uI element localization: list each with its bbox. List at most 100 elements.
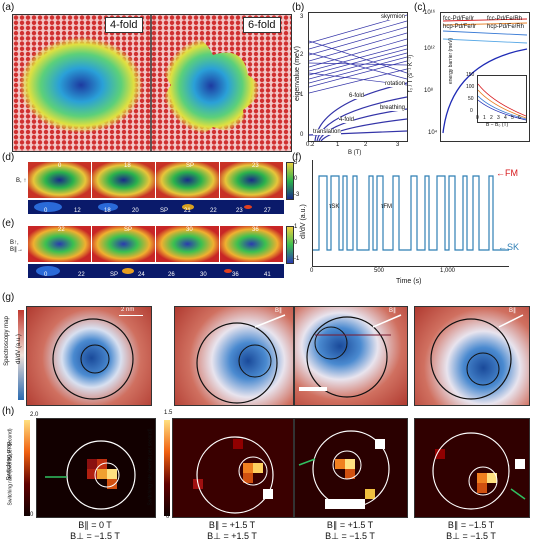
caption-1: B∥ = 0 T B⊥ = −1.5 T	[36, 520, 154, 542]
e-bottom-24: 24	[138, 272, 145, 278]
g-map-3: B∥	[294, 306, 408, 406]
f-xtick-1000: 1,000	[440, 268, 456, 274]
d-scale-mid: 0	[294, 176, 298, 182]
inset-ylabel: energy barrier (meV)	[448, 37, 454, 84]
h-map-3	[294, 418, 408, 518]
g3-bpar: B∥	[389, 308, 397, 314]
caption-2-line1: B∥ = +1.5 T	[208, 520, 256, 530]
caption-3-line2: B⊥ = −1.5 T	[325, 531, 375, 541]
energy-barrier-inset	[477, 75, 527, 123]
d-scale-bot: -3	[294, 192, 300, 198]
e-frame-36: 36	[252, 227, 259, 233]
g4-bpar: B∥	[509, 308, 517, 314]
panel-g-label: (g)	[2, 292, 15, 303]
caption-4-line1: B∥ = −1.5 T	[447, 520, 495, 530]
mode-rotation: rotation	[384, 81, 405, 87]
fm-label: FM	[505, 168, 518, 178]
six-fold-tag: 6-fold	[243, 17, 281, 33]
inset-xtick-5: 5	[511, 115, 514, 121]
legend-fcc-ir: fcc-Pd/Fe/Ir	[443, 16, 475, 22]
c-ytick-8: 10⁸	[424, 88, 434, 94]
caption-4-line2: B⊥ = −1.5 T	[446, 531, 496, 541]
inset-xtick-0: 0	[476, 115, 479, 121]
b-ytick-0: 0	[300, 132, 304, 138]
d-frame-sp: SP	[186, 163, 195, 169]
panel-h-label: (h)	[2, 406, 15, 417]
caption-3: B∥ = +1.5 T B⊥ = −1.5 T	[294, 520, 406, 542]
panel-c-label: (c)	[414, 2, 426, 13]
g-colorbar-label: dI/dV (a.u.)	[15, 334, 22, 364]
mode-breathing: breathing	[379, 105, 405, 111]
e-bottom-26: 26	[168, 272, 175, 278]
d-bottom-0: 0	[44, 208, 48, 214]
e-bottom-36: 36	[232, 272, 239, 278]
g-map-1: 2 nm	[26, 306, 152, 406]
e-bottom-0: 0	[44, 272, 48, 278]
legend-hcp-rh: hcp-Pd/Fe/Rh	[487, 24, 525, 30]
e-scale-top: 1	[294, 224, 298, 230]
b-xlabel: B (T)	[348, 150, 362, 156]
inset-ytick-50: 50	[468, 96, 474, 102]
e-frame-strip	[28, 226, 284, 278]
inset-ytick-0: 0	[470, 108, 473, 114]
d-frame-strip	[28, 162, 284, 214]
b-ytick-1: 1	[300, 92, 304, 98]
b-xtick-1: 1	[336, 142, 340, 148]
panel-b-label: (b)	[292, 2, 305, 13]
d-bottom-23: 23	[236, 208, 243, 214]
b-ytick-2: 2	[300, 52, 304, 58]
panel-c-ylabel: f₀ / T (s⁻¹ K⁻¹)	[408, 54, 415, 93]
inset-ytick-100: 100	[466, 84, 475, 90]
f-xtick-0: 0	[310, 268, 314, 274]
inset-xtick-1: 1	[483, 115, 486, 121]
e-frame-sp: SP	[124, 227, 133, 233]
d-bottom-sp: SP	[160, 208, 169, 214]
h-map-2	[172, 418, 294, 518]
h-cb2-bot: 0	[166, 514, 170, 520]
panel-e-label: (e)	[2, 218, 15, 229]
inset-xtick-6: 6	[518, 115, 521, 121]
h-cb2-top: 1.5	[164, 410, 173, 416]
panel-e-frames: 22 SP 30 36 0 22 SP 24 26 30 36 41	[28, 226, 284, 280]
d-bottom-20: 20	[132, 208, 139, 214]
e-scale-bot: -1	[294, 256, 300, 262]
g2-bpar: B∥	[275, 308, 283, 314]
scale-bar-label: 2 nm	[121, 307, 135, 313]
d-bottom-21: 21	[184, 208, 191, 214]
d-scale-top: 3	[294, 160, 298, 166]
panel-d-frames: 0 18 SP 23 0 12 18 20 SP 21 22 23 27	[28, 162, 284, 216]
legend-fcc-rh: fcc-Pd/Fe/Rh	[487, 16, 523, 22]
h-cb1-bot: 0	[30, 512, 34, 518]
e-bottom-30: 30	[200, 272, 207, 278]
b-ytick-3: 3	[300, 14, 304, 20]
b-xtick-3: 3	[396, 142, 400, 148]
panel-a-skyrmion-maps: 4-fold 6-fold	[12, 14, 292, 152]
c-ytick-16: 10¹⁶	[424, 10, 436, 16]
sk-label: SK	[507, 242, 520, 252]
c-ytick-12: 10¹²	[424, 46, 435, 52]
h-map-4	[414, 418, 530, 518]
caption-2-line2: B⊥ = +1.5 T	[207, 531, 257, 541]
eigenvalue-lines	[309, 14, 407, 141]
e-frame-30: 30	[186, 227, 193, 233]
panel-f-ylabel: dI/dV (a.u.)	[299, 204, 307, 239]
g-map-4: B∥	[414, 306, 530, 406]
h-colorbar-1-label: Switching rate (events per second)	[7, 428, 14, 506]
inset-xlabel: B − B₀ (T)	[486, 122, 509, 128]
e-bottom-sp: SP	[110, 272, 119, 278]
legend-hcp-ir: hcp-Pd/Fe/Ir	[443, 24, 477, 30]
fm-arrow: ←FM	[496, 168, 518, 178]
caption-1-line1: B∥ = 0 T	[78, 520, 112, 530]
c-ytick-4: 10⁴	[428, 130, 438, 136]
inset-xtick-4: 4	[504, 115, 507, 121]
caption-2: B∥ = +1.5 T B⊥ = +1.5 T	[172, 520, 292, 542]
inset-xtick-3: 3	[497, 115, 500, 121]
panel-a-label: (a)	[2, 2, 15, 13]
caption-3-line1: B∥ = +1.5 T	[326, 520, 374, 530]
d-frame-18: 18	[124, 163, 131, 169]
g-side-label: Spectroscopy map	[3, 316, 10, 366]
caption-4: B∥ = −1.5 T B⊥ = −1.5 T	[414, 520, 528, 542]
panel-d-axis: B, ↑	[16, 178, 27, 184]
mode-translation: translation	[313, 129, 341, 135]
d-frame-0: 0	[58, 163, 62, 169]
